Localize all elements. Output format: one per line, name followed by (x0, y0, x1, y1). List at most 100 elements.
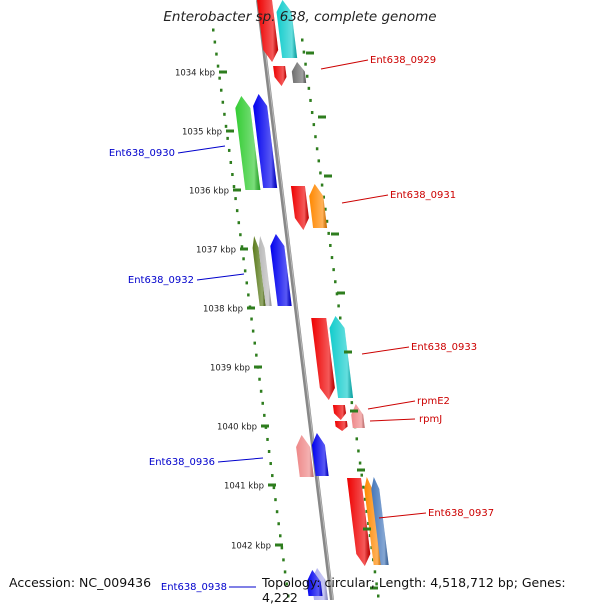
left-dot-track (279, 534, 282, 538)
tick-mark-minor (331, 232, 339, 236)
feature-arrow-shade (273, 66, 287, 86)
tick-label: 1037 kbp (196, 246, 236, 256)
gene-leader-line (369, 418, 416, 422)
gene-labels: Ent638_0929 Ent638_0930 Ent638_0931 Ent638_… (109, 55, 494, 593)
left-dot-track (235, 209, 239, 213)
left-dot-track (275, 510, 279, 514)
tick-mark (275, 543, 283, 547)
left-dot-track (216, 64, 220, 68)
right-dot-track (375, 582, 378, 586)
feature-arrow (253, 94, 278, 188)
tick-mark-minor (344, 350, 352, 354)
tick-mark-minor (370, 586, 378, 590)
tick-mark (240, 247, 248, 251)
gene-leader-line (341, 194, 389, 204)
feature-arrow-shade (257, 0, 279, 62)
right-dot-track (335, 292, 339, 296)
right-dot-track (322, 195, 325, 199)
tick-mark-minor (357, 468, 365, 472)
gene-label: rpmJ (419, 414, 442, 425)
left-dot-track (263, 413, 266, 417)
feature-arrow (270, 234, 292, 306)
left-dot-track (243, 269, 247, 273)
feature-arrow (273, 66, 287, 86)
feature-arrow (291, 62, 307, 83)
right-dot-track (330, 256, 334, 260)
tick-mark (268, 483, 276, 487)
gene-leader-line (217, 457, 264, 463)
tick-mark-minor (363, 527, 371, 531)
gene-label: Ent638_0930 (109, 148, 175, 159)
gene-label: Ent638_0931 (390, 190, 456, 201)
backbone-line (256, 0, 334, 600)
left-dot-track (285, 582, 288, 586)
left-dot-track (255, 353, 258, 357)
feature-arrow-shade (306, 570, 323, 596)
tick-label: 1042 kbp (231, 542, 271, 552)
feature-arrow (257, 0, 279, 62)
right-dot-track (312, 123, 316, 127)
gene-label: Ent638_0936 (149, 457, 215, 468)
feature-arrow (309, 184, 328, 228)
tick-label: 1035 kbp (182, 128, 222, 138)
genome-summary: Topology: circular; Length: 4,518,712 bp… (262, 575, 566, 605)
left-dot-track (261, 401, 264, 405)
feature-arrow (252, 236, 266, 306)
feature-arrow-shade (347, 478, 371, 566)
accession-text: Accession: NC_009436 (9, 575, 152, 590)
right-dot-track (363, 497, 367, 501)
gene-label: Ent638_0933 (411, 342, 477, 353)
right-dot-track (305, 74, 309, 78)
left-dot-track (269, 462, 272, 466)
right-dot-track (324, 207, 327, 211)
right-dot-track (304, 62, 307, 66)
left-dot-track (247, 293, 250, 297)
right-dot-track (350, 401, 354, 405)
right-dot-track (365, 509, 368, 513)
feature-arrow (329, 316, 354, 398)
right-dot-track (317, 159, 321, 163)
left-dot-track (219, 88, 223, 92)
feature-arrows (235, 0, 389, 600)
left-dot-track (251, 329, 255, 333)
feature-arrow-shade (332, 405, 346, 420)
left-dot-track (239, 233, 242, 237)
right-dot-track (329, 243, 332, 247)
feature-arrow-shade (235, 96, 261, 190)
tick-mark (254, 365, 262, 369)
right-dot-track (325, 219, 329, 223)
feature-arrow-shade (252, 236, 266, 306)
left-dot-track (258, 377, 261, 381)
backbone-highlight (258, 0, 334, 600)
tick-label: 1036 kbp (189, 187, 229, 197)
feature-arrow (296, 435, 314, 477)
feature-arrow (306, 570, 323, 596)
tick-label: 1038 kbp (203, 305, 243, 315)
right-dot-track (355, 437, 359, 441)
tick-mark-minor (350, 409, 358, 413)
right-dot-track (307, 86, 311, 90)
right-dot-track (320, 183, 324, 187)
right-dot-track (301, 38, 304, 42)
feature-arrow (258, 236, 272, 306)
tick-mark (247, 306, 255, 310)
map-title: Enterobacter sp. 638, complete genome (163, 9, 437, 25)
tick-mark (233, 188, 241, 192)
left-dot-track (231, 173, 234, 177)
feature-arrow-shade (296, 435, 314, 477)
tick-mark-minor (337, 291, 345, 295)
right-dot-track (332, 268, 335, 272)
right-dot-track (302, 50, 306, 54)
right-dot-track (327, 231, 330, 235)
feature-arrow-shade (334, 421, 348, 431)
feature-arrow-shade (364, 477, 382, 565)
feature-arrow (351, 404, 365, 428)
backbone (256, 0, 334, 600)
gene-leader-line (367, 400, 416, 410)
feature-arrow-shade (258, 236, 272, 306)
left-dot-track (277, 522, 280, 526)
left-dot-track (250, 317, 253, 321)
right-dot-track (334, 280, 337, 284)
left-dot-track (282, 558, 285, 562)
